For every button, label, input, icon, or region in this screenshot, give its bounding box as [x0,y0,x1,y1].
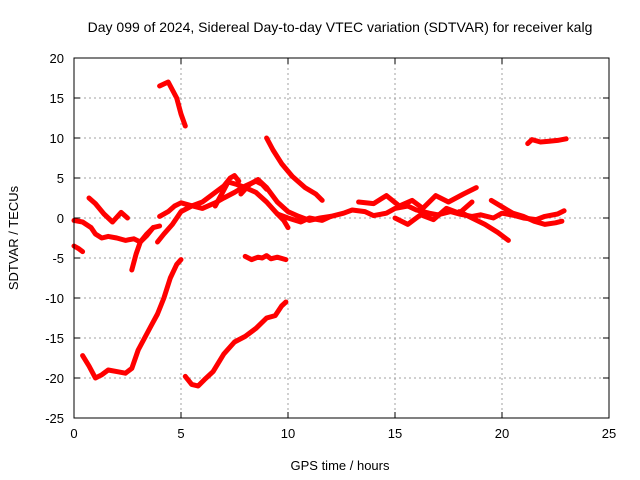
x-tick-label: 0 [70,426,77,441]
series-arc-13 [488,197,565,227]
x-tick-label: 5 [177,426,184,441]
y-tick-label: 10 [50,131,64,146]
x-tick-labels: 0 5 10 15 20 25 [70,426,616,441]
series-arc-17 [242,253,289,263]
plot-frame [73,57,610,419]
series-arc-14 [157,79,188,129]
x-tick-label: 25 [602,426,616,441]
series-arc-3 [86,195,130,225]
y-tick-label: 20 [50,51,64,66]
x-tick-label: 20 [495,426,509,441]
ticks [73,57,610,419]
y-tick-label: 5 [57,171,64,186]
y-tick-label: -10 [45,291,64,306]
x-tick-label: 10 [281,426,295,441]
y-tick-label: -5 [52,251,64,266]
series-arc-16 [525,136,569,147]
grid [74,58,609,418]
x-axis-label: GPS time / hours [291,458,390,473]
y-tick-label: 0 [57,211,64,226]
x-tick-label: 15 [388,426,402,441]
series-arc-4 [129,223,163,273]
y-tick-label: -15 [45,331,64,346]
series-layer [71,79,569,389]
series-arc-19 [182,299,289,389]
y-tick-label: -25 [45,411,64,426]
series-arc-18 [80,257,184,381]
y-tick-labels: -25 -20 -15 -10 -5 0 5 10 15 20 [45,51,64,426]
y-tick-label: 15 [50,91,64,106]
series-arc-1 [71,243,86,255]
series-arc-8 [238,177,334,223]
y-tick-label: -20 [45,371,64,386]
series-arc-5 [155,173,242,245]
series-arc-10 [356,185,479,211]
series-arc-12 [456,209,511,243]
y-axis-label: SDTVAR / TECUs [6,185,21,290]
chart-title: Day 099 of 2024, Sidereal Day-to-day VTE… [88,19,593,35]
series-arc-15 [264,135,325,203]
